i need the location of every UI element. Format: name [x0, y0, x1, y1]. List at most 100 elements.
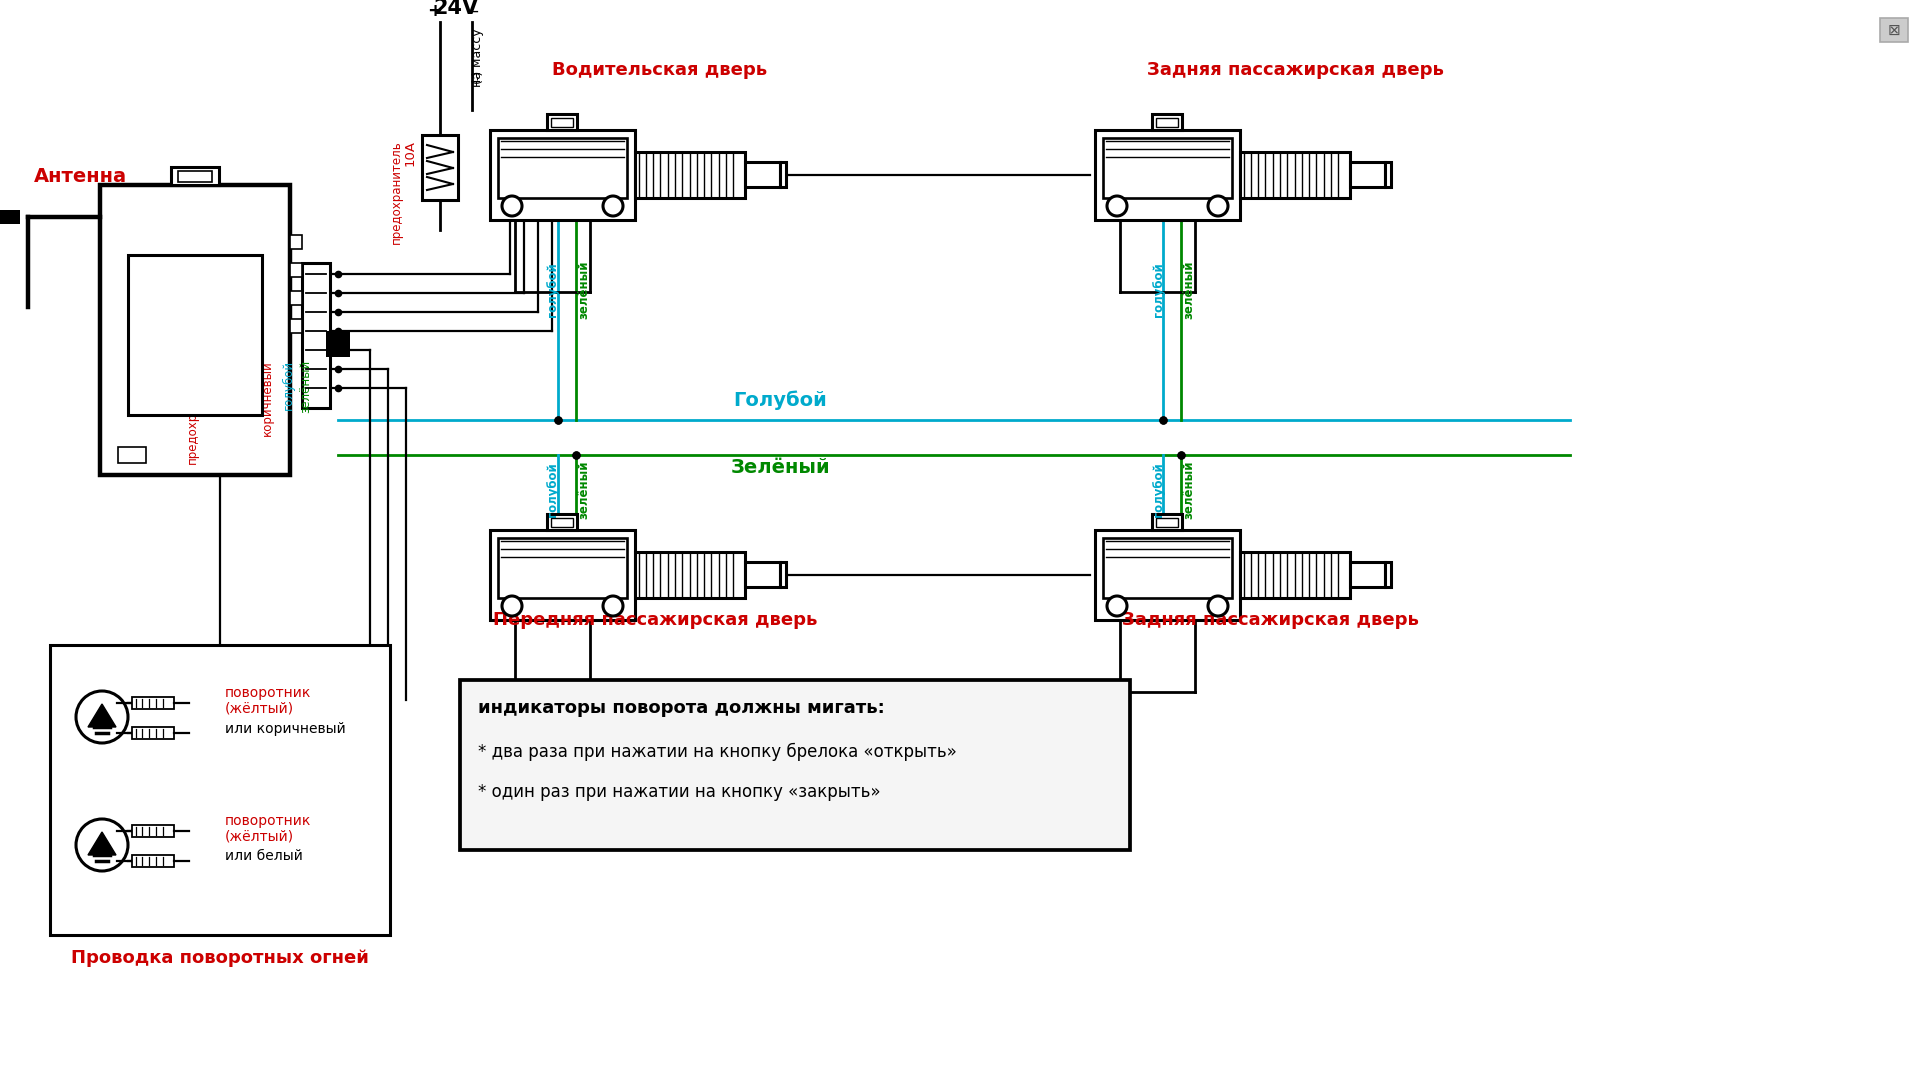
Text: чёрный: чёрный — [221, 360, 234, 407]
Text: Задняя пассажирская дверь: Задняя пассажирская дверь — [1146, 60, 1444, 79]
Circle shape — [501, 195, 522, 216]
Bar — [1880, 18, 1908, 42]
Bar — [490, 130, 636, 220]
Bar — [1102, 138, 1233, 198]
Bar — [132, 697, 175, 708]
Text: предохранитель: предохранитель — [186, 360, 198, 463]
Bar — [1094, 130, 1240, 220]
Text: (жёлтый): (жёлтый) — [225, 829, 294, 843]
Bar — [461, 680, 1131, 850]
Bar — [745, 562, 780, 588]
Bar — [551, 518, 572, 527]
Text: чёрный: чёрный — [204, 360, 217, 407]
Text: зелёный: зелёный — [1183, 260, 1196, 320]
Bar — [547, 514, 578, 530]
Text: поворотник: поворотник — [225, 814, 311, 828]
Text: зелёный: зелёный — [1183, 461, 1196, 519]
Text: Антенна: Антенна — [33, 167, 127, 187]
Circle shape — [603, 195, 622, 216]
Bar — [326, 330, 349, 357]
Bar — [1152, 114, 1183, 130]
Circle shape — [1108, 195, 1127, 216]
Bar — [780, 562, 785, 588]
Bar — [1152, 514, 1183, 530]
Text: или белый: или белый — [225, 849, 303, 863]
Bar — [179, 171, 211, 183]
Bar — [301, 264, 330, 408]
Bar — [1240, 152, 1350, 198]
Text: белый: белый — [240, 360, 253, 404]
Bar — [290, 235, 301, 249]
Bar — [1350, 562, 1384, 588]
Bar — [547, 114, 578, 130]
Bar — [171, 167, 219, 185]
Bar — [132, 855, 175, 867]
Text: –: – — [470, 2, 478, 21]
Text: голубой: голубой — [282, 360, 294, 410]
Bar — [129, 255, 261, 415]
Bar — [1350, 162, 1384, 187]
Text: Водительская дверь: Водительская дверь — [553, 60, 768, 79]
Text: коричневый: коричневый — [261, 360, 273, 435]
Bar — [490, 530, 636, 620]
Polygon shape — [88, 704, 115, 727]
Polygon shape — [88, 832, 115, 855]
Text: Зелёный: Зелёный — [730, 458, 829, 477]
Text: Голубой: Голубой — [733, 391, 828, 410]
Bar — [1156, 118, 1179, 127]
Bar — [636, 152, 745, 198]
Text: зелёный: зелёный — [578, 260, 591, 320]
Bar — [1384, 162, 1390, 187]
Bar — [50, 645, 390, 935]
Text: Задняя пассажирская дверь: Задняя пассажирская дверь — [1121, 611, 1419, 629]
Bar — [422, 135, 459, 200]
Text: голубой: голубой — [1152, 262, 1165, 318]
Text: индикаторы поворота должны мигать:: индикаторы поворота должны мигать: — [478, 699, 885, 717]
Text: ⊠: ⊠ — [1887, 23, 1901, 38]
Bar — [100, 185, 290, 475]
Bar — [1102, 538, 1233, 598]
Circle shape — [603, 596, 622, 616]
Text: * один раз при нажатии на кнопку «закрыть»: * один раз при нажатии на кнопку «закрыт… — [478, 783, 881, 801]
Text: поворотник: поворотник — [225, 686, 311, 700]
Bar — [117, 447, 146, 463]
Bar — [290, 264, 301, 276]
Bar — [132, 825, 175, 837]
Text: +: + — [428, 2, 442, 21]
Circle shape — [77, 691, 129, 743]
Circle shape — [1208, 596, 1229, 616]
Text: (жёлтый): (жёлтый) — [225, 701, 294, 715]
Text: * два раза при нажатии на кнопку брелока «открыть»: * два раза при нажатии на кнопку брелока… — [478, 743, 956, 761]
Circle shape — [1108, 596, 1127, 616]
Text: зелёный: зелёный — [578, 461, 591, 519]
Bar — [0, 210, 19, 224]
Text: на массу: на массу — [470, 28, 484, 86]
Text: голубой: голубой — [547, 462, 559, 517]
Circle shape — [501, 596, 522, 616]
Text: (-): (-) — [470, 69, 484, 83]
Bar — [497, 138, 628, 198]
Circle shape — [77, 819, 129, 870]
Bar — [551, 118, 572, 127]
Bar — [745, 162, 780, 187]
Text: предохранитель: предохранитель — [390, 140, 403, 244]
Text: 24V: 24V — [434, 0, 478, 18]
Text: голубой: голубой — [1152, 462, 1165, 517]
Bar — [1156, 518, 1179, 527]
Text: 10А: 10А — [403, 140, 417, 166]
Bar — [636, 552, 745, 598]
Bar — [290, 319, 301, 333]
Bar — [1240, 552, 1350, 598]
Bar — [1384, 562, 1390, 588]
Text: голубой: голубой — [547, 262, 559, 318]
Bar — [1094, 530, 1240, 620]
Bar — [497, 538, 628, 598]
Text: или коричневый: или коричневый — [225, 723, 346, 735]
Text: Передняя пассажирская дверь: Передняя пассажирская дверь — [493, 611, 818, 629]
Text: Проводка поворотных огней: Проводка поворотных огней — [71, 949, 369, 967]
Text: красный: красный — [167, 360, 180, 414]
Text: зелёный: зелёный — [300, 360, 313, 414]
Bar — [132, 727, 175, 739]
Bar — [290, 291, 301, 305]
Bar — [780, 162, 785, 187]
